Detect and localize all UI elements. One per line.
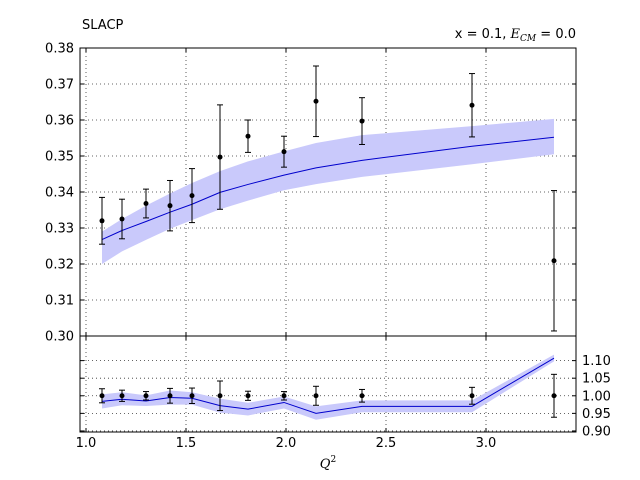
y-tick-label: 0.36	[45, 114, 74, 129]
data-marker	[469, 393, 475, 399]
ratio-data-point	[217, 380, 223, 412]
main-plot-panel: 0.30 0.31 0.32 0.33 0.34 0.35 0.36 0.37 0.38	[45, 42, 577, 345]
data-marker	[189, 393, 195, 399]
data-marker	[167, 393, 173, 399]
y-tick-label: 0.32	[45, 258, 74, 273]
ratio-data-point	[281, 391, 287, 401]
ratio-plot-frame	[79, 335, 577, 433]
ratio-data-point	[551, 373, 557, 418]
data-marker	[99, 218, 105, 224]
main-data-point	[281, 135, 287, 168]
main-data-point	[119, 198, 125, 240]
data-marker	[245, 393, 251, 399]
data-marker	[313, 393, 319, 399]
data-marker	[143, 201, 149, 207]
main-data-point	[359, 97, 365, 145]
x-tick-label: 1.5	[176, 436, 197, 451]
data-marker	[167, 203, 173, 209]
x-axis-label-superscript: 2	[330, 455, 336, 465]
y-tick-label: 0.95	[582, 407, 611, 422]
ratio-data-point	[119, 389, 125, 402]
x-tick-label: 2.5	[376, 436, 397, 451]
main-data-point	[143, 188, 149, 219]
data-marker	[119, 393, 125, 399]
data-marker	[245, 133, 251, 139]
chart-annotation: x = 0.1, ECM = 0.0	[455, 27, 576, 44]
x-tick-label: 2.0	[276, 436, 297, 451]
main-data-points	[99, 65, 557, 332]
main-data-point	[167, 179, 173, 232]
y-tick-label: 0.35	[45, 150, 74, 165]
main-fit-line	[101, 136, 555, 240]
y-tick-label: 0.33	[45, 222, 74, 237]
main-grid	[80, 48, 576, 336]
annotation-prefix: x = 0.1,	[455, 27, 511, 42]
ratio-data-point	[143, 391, 149, 401]
ratio-plot-panel: 0.90 0.95 1.00 1.05 1.10 1.0 1.5 2.0 2.5 3.0	[76, 335, 611, 451]
main-y-axis: 0.30 0.31 0.32 0.33 0.34 0.35 0.36 0.37 0.38	[45, 42, 576, 345]
ratio-y-axis: 0.90 0.95 1.00 1.05 1.10	[80, 354, 611, 439]
main-data-point	[469, 73, 475, 138]
y-tick-label: 0.34	[45, 186, 74, 201]
ratio-x-axis: 1.0 1.5 2.0 2.5 3.0	[76, 336, 497, 451]
ratio-data-point	[313, 385, 319, 406]
ratio-data-point	[189, 387, 195, 405]
y-tick-label: 0.37	[45, 78, 74, 93]
main-data-point	[189, 168, 195, 224]
x-tick-label: 1.0	[76, 436, 97, 451]
ratio-uncertainty-band	[102, 354, 554, 420]
main-uncertainty-band	[102, 118, 554, 264]
main-data-point	[313, 65, 319, 138]
data-marker	[99, 393, 105, 399]
data-marker	[217, 154, 223, 160]
ratio-data-point	[167, 387, 173, 404]
chart-source-label: SLACP	[82, 18, 124, 33]
data-marker	[359, 393, 365, 399]
ratio-data-point	[469, 386, 475, 405]
ratio-fit-curve	[101, 357, 555, 414]
data-marker	[313, 98, 319, 104]
data-marker	[469, 102, 475, 108]
y-tick-label: 0.90	[582, 424, 611, 439]
ratio-data-point	[99, 388, 105, 404]
main-data-point	[245, 119, 251, 153]
y-tick-label: 0.30	[45, 330, 74, 345]
ratio-data-points	[99, 373, 557, 418]
annotation-subscript: CM	[520, 34, 537, 44]
data-marker	[281, 149, 287, 155]
x-axis-label-symbol: Q	[320, 457, 331, 472]
y-tick-label: 0.38	[45, 42, 74, 57]
annotation-suffix: = 0.0	[536, 27, 576, 42]
main-band-area	[102, 118, 554, 264]
ratio-fit-line	[101, 357, 555, 414]
ratio-data-point	[245, 390, 251, 401]
y-tick-label: 0.31	[45, 294, 74, 309]
annotation-symbol: E	[510, 27, 521, 42]
x-tick-label: 3.0	[476, 436, 497, 451]
data-marker	[359, 118, 365, 124]
data-marker	[551, 393, 557, 399]
ratio-data-point	[359, 388, 365, 403]
y-tick-label: 1.10	[582, 354, 611, 369]
main-x-tickmarks	[85, 48, 487, 336]
y-tick-label: 1.00	[582, 389, 611, 404]
data-marker	[143, 393, 149, 399]
data-marker	[217, 393, 223, 399]
ratio-band-area	[102, 354, 554, 420]
data-marker	[189, 193, 195, 199]
data-marker	[281, 393, 287, 399]
data-marker	[551, 258, 557, 264]
main-data-point	[217, 104, 223, 210]
main-data-point	[99, 196, 105, 245]
x-axis-label: Q2	[320, 455, 336, 472]
main-fit-curve	[101, 136, 555, 240]
y-tick-label: 1.05	[582, 372, 611, 387]
main-data-point	[551, 190, 557, 332]
data-marker	[119, 216, 125, 222]
